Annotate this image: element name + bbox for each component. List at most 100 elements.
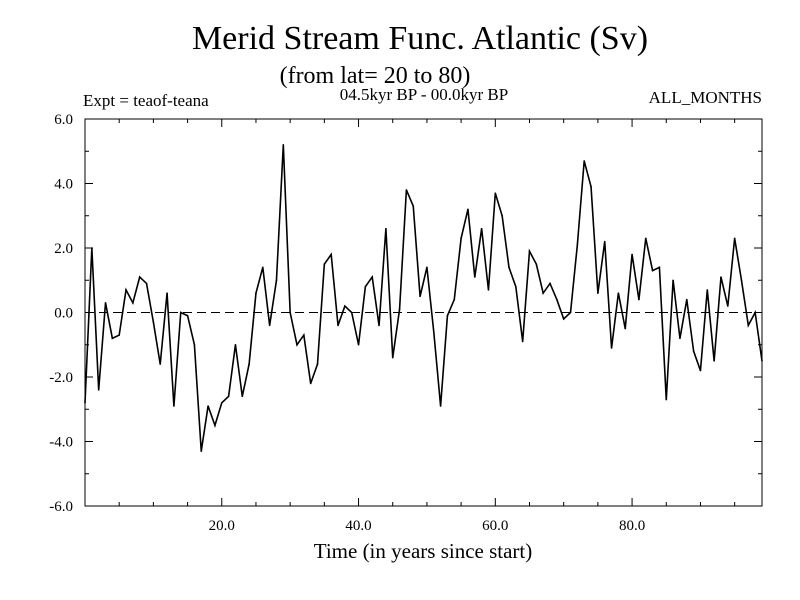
series-point [624,327,627,330]
series-point [220,402,223,404]
series-point [296,343,298,346]
stream-function-series-line [84,144,763,452]
series-point [159,363,162,365]
series-point [494,192,497,194]
series-point [432,331,435,333]
y-tick-label: -6.0 [49,499,73,515]
series-point [405,189,408,191]
series-point [446,314,449,317]
series-point [282,144,285,146]
y-tick-label: -4.0 [49,435,73,451]
series-point [733,237,736,240]
chart-subtitle: (from lat= 20 to 80) [280,63,471,89]
series-point [740,279,743,282]
series-point [91,247,93,249]
series-point [720,276,722,278]
series-point [241,395,244,398]
series-point [727,305,729,307]
series-point [542,292,544,294]
series-point [562,318,565,320]
months-label: ALL_MONTHS [649,88,762,107]
series-point [118,334,120,336]
y-tick-label: 6.0 [54,112,73,128]
series-point [214,424,216,427]
series-point [289,311,291,314]
series-point [378,324,380,327]
series-point [193,343,196,346]
series-point [706,289,709,291]
series-point [460,237,462,240]
series-point [138,276,141,278]
series-point [747,324,750,327]
series-point [569,311,572,314]
series-point [344,305,346,307]
series-point [699,369,702,372]
series-point [665,398,668,401]
series-point [713,360,715,362]
series-point [316,363,319,365]
series-point [631,253,633,256]
series-point [590,185,592,188]
series-point [371,276,374,278]
series-point [173,405,175,407]
series-points [84,144,763,452]
series-point [111,337,114,340]
series-point [97,389,100,391]
experiment-label: Expt = teaof-teana [83,91,209,110]
series-point [275,279,278,282]
series-point [651,269,654,272]
series-point [603,240,606,243]
series-point [658,266,661,269]
series-point [638,298,640,301]
series-point [179,311,182,314]
series-point [234,343,237,346]
x-tick-label: 80.0 [619,518,645,534]
series-point [145,282,148,285]
series-point [412,205,415,207]
series-point [364,285,367,288]
series-point [453,298,456,301]
series-point [473,276,476,278]
series-point [337,324,339,327]
series-point [480,227,483,230]
series-point [754,311,756,314]
series-point [152,321,155,323]
series-point [521,340,524,343]
series-point [576,243,579,246]
x-axis-label: Time (in years since start) [314,539,533,563]
x-tick-label: 40.0 [345,518,371,534]
series-point [268,324,271,327]
series-point [556,298,558,301]
series-point [166,292,168,294]
series-point [761,360,763,362]
series-point [617,292,620,294]
series-point [330,253,332,256]
series-point [398,308,401,311]
series-point [200,450,203,452]
period-label: 04.5kyr BP - 00.0kyr BP [340,85,508,104]
series-point [610,347,613,349]
series-point [385,227,387,230]
y-tick-label: -2.0 [49,370,73,386]
x-tick-labels: 20.0 40.0 60.0 80.0 [209,518,646,534]
series-point [508,266,510,269]
series-point [84,402,86,404]
series-point [549,282,551,285]
series-point [487,289,490,291]
series-point [227,395,230,398]
series-point [501,214,503,217]
series-point [125,289,127,291]
series-point [535,263,538,265]
series-point [426,266,428,269]
y-tick-label: 2.0 [54,241,73,257]
series-point [679,337,681,340]
series-point [323,263,326,265]
series-point [644,237,647,240]
x-tick-label: 60.0 [482,518,508,534]
series-point [439,405,442,407]
series-point [309,382,312,385]
series-point [350,311,353,314]
chart-title: Merid Stream Func. Atlantic (Sv) [192,20,648,57]
series-point [583,160,586,162]
